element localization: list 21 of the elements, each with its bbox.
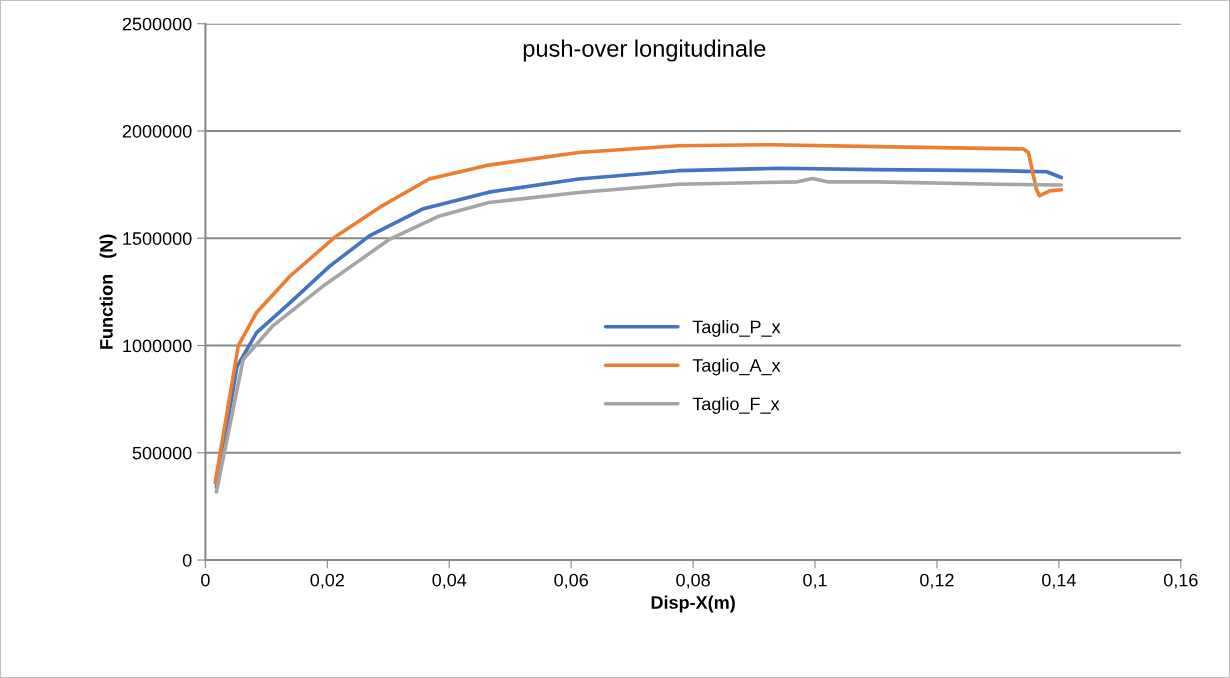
text: push-over longitudinale: [523, 39, 766, 62]
x-tick-label: 0,14: [1042, 573, 1076, 589]
y-tick-label: 2500000: [122, 17, 192, 31]
x-tick-label: 0,16: [1163, 573, 1198, 589]
y-tick-label: 2000000: [122, 124, 192, 138]
legend-label: Taglio_F_x: [692, 397, 780, 414]
x-tick-label: 0,08: [676, 573, 710, 589]
legend-label: Taglio_A_x: [692, 358, 781, 376]
y-tick-label: 1500000: [123, 232, 192, 245]
y-tick-label: 1000000: [123, 339, 192, 353]
x-tick-label: 0: [201, 573, 210, 587]
y-tick-label: 0: [182, 553, 192, 567]
y-tick-label: 500000: [132, 446, 192, 460]
x-axis-title: Disp-X(m): [651, 595, 735, 613]
x-tick-label: 0,02: [310, 573, 344, 589]
x-tick-label: 0,1: [803, 573, 827, 589]
y-axis-title: Function (N): [99, 234, 117, 349]
x-tick-label: 0,04: [432, 573, 467, 589]
legend-label: Taglio_P_x: [692, 320, 781, 337]
x-tick-label: 0,12: [920, 573, 954, 589]
x-tick-label: 0,06: [554, 573, 588, 589]
